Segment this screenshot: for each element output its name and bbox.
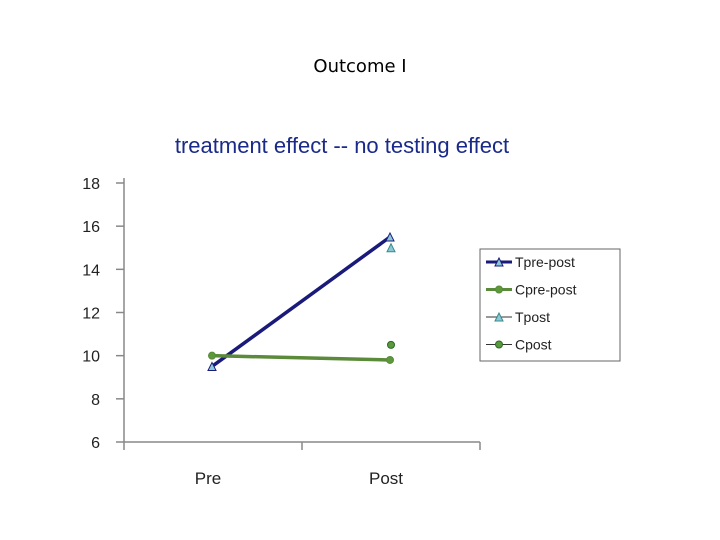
data-point [386, 355, 394, 364]
series-cpre-post [208, 351, 394, 364]
y-tick-label: 14 [82, 262, 100, 279]
legend-box [479, 248, 621, 362]
legend-item: Tpost [486, 309, 550, 325]
x-category-label: Post [369, 469, 403, 488]
x-axis: Pre Post [123, 441, 481, 488]
legend-swatch-marker [495, 285, 503, 294]
legend-swatch-marker [494, 256, 504, 267]
slide-title: Outcome I [313, 56, 407, 77]
y-tick-label: 12 [82, 306, 100, 323]
data-point [387, 340, 395, 349]
legend: Tpre-post Cpre-post Tpost Cpost [479, 248, 621, 362]
series-line [211, 353, 391, 362]
y-tick-label: 10 [82, 349, 100, 366]
series-layer [207, 231, 396, 371]
x-category-label: Pre [195, 469, 221, 488]
legend-label: Tpre-post [515, 254, 575, 270]
y-tick-label: 18 [82, 176, 100, 193]
data-point [207, 361, 217, 371]
series-line [210, 235, 392, 368]
legend-label: Tpost [515, 309, 550, 325]
series-tpre-post [207, 231, 395, 371]
chart-title: treatment effect -- no testing effect [175, 133, 509, 158]
series-tpost [386, 242, 396, 253]
y-tick-label: 8 [91, 392, 100, 409]
data-point [208, 351, 216, 360]
legend-item: Cpre-post [486, 282, 577, 298]
y-tick-label: 6 [91, 435, 100, 452]
legend-item: Tpre-post [486, 254, 575, 270]
y-axis: 6 8 10 12 14 16 18 [82, 176, 125, 452]
legend-label: Cpre-post [515, 282, 577, 298]
legend-swatch-marker [495, 340, 503, 349]
series-cpost [387, 340, 395, 349]
legend-swatch-marker [494, 311, 504, 322]
y-tick-label: 16 [82, 219, 100, 236]
data-point [386, 242, 396, 253]
legend-label: Cpost [515, 337, 552, 353]
data-point [385, 231, 395, 242]
legend-item: Cpost [486, 337, 552, 353]
